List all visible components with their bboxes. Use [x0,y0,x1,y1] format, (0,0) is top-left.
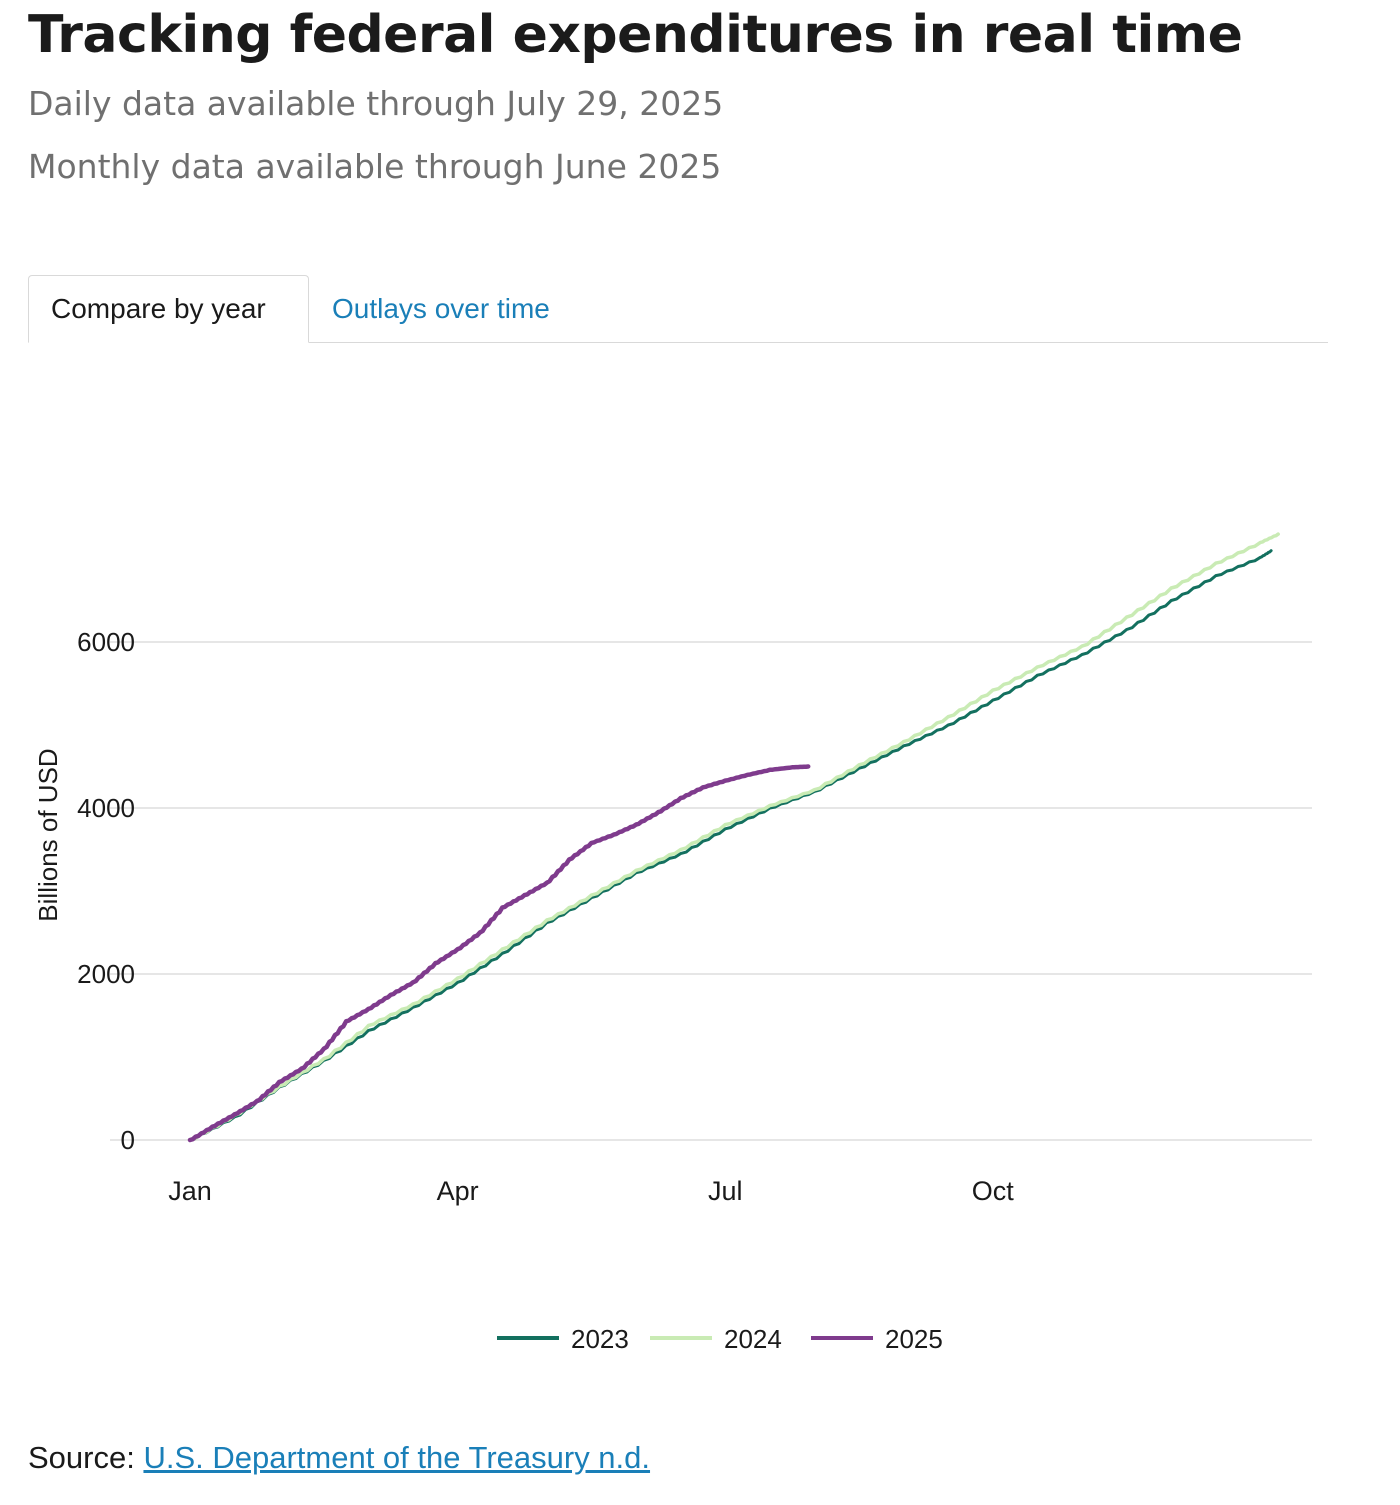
monthly-data-note: Monthly data available through June 2025 [28,147,722,186]
series-line-2025 [187,764,811,1143]
page-title: Tracking federal expenditures in real ti… [28,5,1243,65]
series-line-2024 [188,532,1280,1142]
legend-label-2024[interactable]: 2024 [724,1324,782,1354]
x-tick-label: Oct [972,1176,1015,1206]
outlays-chart: Billions of USD 0 2000 4000 6000 Jan Apr Jul Oc… [33,532,1312,1354]
y-axis-label: Billions of USD [33,748,63,921]
tab-compare-by-year[interactable]: Compare by year [28,275,309,343]
chart-series [187,532,1280,1143]
y-tick-label: 4000 [77,793,135,823]
daily-data-note: Daily data available through July 29, 20… [28,84,724,123]
x-tick-label: Apr [437,1176,479,1206]
legend-label-2023[interactable]: 2023 [571,1324,629,1354]
x-tick-label: Jan [168,1176,212,1206]
legend-label-2025[interactable]: 2025 [885,1324,943,1354]
source-line: Source: U.S. Department of the Treasury … [28,1440,650,1476]
source-prefix: Source: [28,1440,144,1475]
tab-outlays-over-time[interactable]: Outlays over time [332,293,550,324]
chart-tabs: Compare by year Outlays over time [28,275,1328,343]
series-line-2023 [188,549,1273,1142]
x-tick-label: Jul [708,1176,743,1206]
y-tick-label: 6000 [77,627,135,657]
chart-legend: 2023 2024 2025 [497,1324,943,1354]
chart-axes: Billions of USD 0 2000 4000 6000 Jan Apr Jul Oc… [33,627,1014,1206]
y-tick-label: 2000 [77,959,135,989]
y-tick-label: 0 [121,1125,135,1155]
chart-gridlines [110,641,1312,1141]
source-link[interactable]: U.S. Department of the Treasury n.d. [143,1440,651,1475]
